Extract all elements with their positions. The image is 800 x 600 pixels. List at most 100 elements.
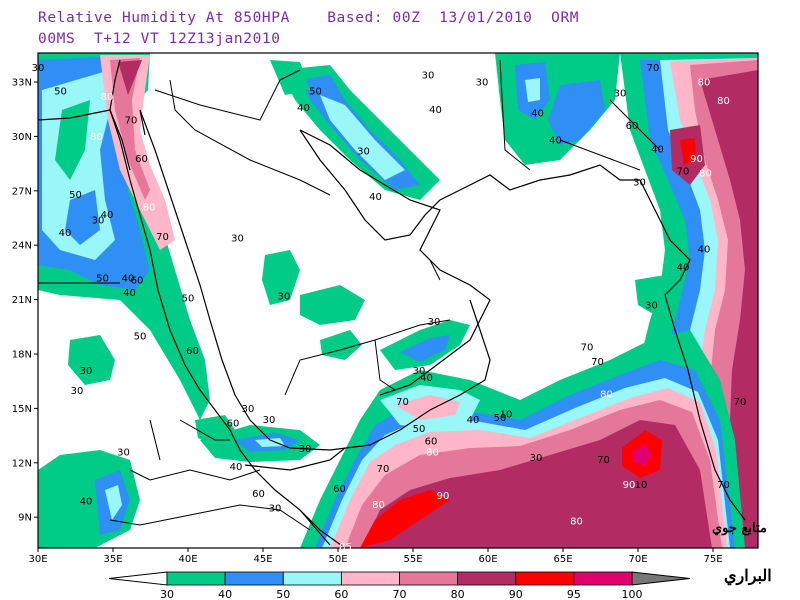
contour-label: 60 <box>252 489 265 500</box>
coastlines <box>38 59 746 548</box>
contour-label: 30 <box>645 301 658 312</box>
contour-label: 50 <box>69 190 82 201</box>
contour-label: 80 <box>90 132 103 143</box>
legend-swatch <box>282 571 342 586</box>
contour-label: 40 <box>80 496 93 507</box>
contour-label: 50 <box>182 293 195 304</box>
lon-label: 40E <box>178 554 197 565</box>
lat-label: 27N <box>12 186 32 197</box>
contour-label: 30 <box>92 215 105 226</box>
legend-swatch <box>515 571 575 586</box>
legend-arrow-low <box>108 571 168 586</box>
legend-label: 95 <box>567 588 581 600</box>
contour-label: 40 <box>59 228 72 239</box>
legend-label: 100 <box>622 588 643 600</box>
lon-label: 30E <box>28 554 47 565</box>
legend-label: 60 <box>334 588 348 600</box>
contour-label: 85 <box>339 542 352 553</box>
lat-label: 12N <box>12 458 32 469</box>
contour-label: 80 <box>698 78 711 89</box>
contour-label: 80 <box>372 500 385 511</box>
contour-label: 90 <box>623 480 636 491</box>
contour-label: 30 <box>614 89 627 100</box>
contour-label: 40 <box>230 462 243 473</box>
contour-label: 70 <box>156 232 169 243</box>
contour-label: 30 <box>32 63 45 74</box>
legend-label: 30 <box>160 588 174 600</box>
contour-label: 30 <box>428 317 441 328</box>
contour-label: 80 <box>426 448 439 459</box>
legend-swatch <box>224 571 284 586</box>
contour-label: 60 <box>227 419 240 430</box>
legend-swatch <box>166 571 226 586</box>
contour-label: 50 <box>134 331 147 342</box>
lat-label: 30N <box>12 132 32 143</box>
lon-label: 55E <box>403 554 422 565</box>
contour-label: 30 <box>263 415 276 426</box>
borders <box>38 59 661 531</box>
contour-label: 80 <box>570 516 583 527</box>
contour-label: 30 <box>80 366 93 377</box>
legend-label: 50 <box>276 588 290 600</box>
contour-label: 40 <box>122 273 135 284</box>
contour-label: 30 <box>476 78 489 89</box>
contour-label: 40 <box>297 103 310 114</box>
contour-label: 40 <box>101 210 114 221</box>
contour-label: 50 <box>413 424 426 435</box>
contour-label: 40 <box>420 373 433 384</box>
legend-arrow-high <box>631 571 691 586</box>
contour-label: 60 <box>333 484 346 495</box>
contour-label: 80 <box>600 390 613 401</box>
contour-label: 40 <box>429 105 442 116</box>
contour-label: 30 <box>242 404 255 415</box>
contour-label: 30 <box>413 366 426 377</box>
contour-label: 10 <box>635 480 648 491</box>
contour-label: 60 <box>186 346 199 357</box>
contour-label: 30 <box>530 453 543 464</box>
contour-label: 60 <box>131 275 144 286</box>
humidity-legend: 30 40 50 60 70 80 90 95 100 <box>108 571 691 600</box>
contour-label: 50 <box>54 87 67 98</box>
contour-label: 80 <box>699 168 712 179</box>
contour-label: 10 <box>500 409 513 420</box>
contour-label: 50 <box>494 413 507 424</box>
contour-label: 70 <box>597 455 610 466</box>
axis-ticks <box>34 81 714 552</box>
contour-label: 80 <box>143 203 156 214</box>
contour-label: 30 <box>278 292 291 303</box>
contour-label: 60 <box>135 154 148 165</box>
humidity-field <box>38 53 758 548</box>
contour-label: 80 <box>101 92 114 103</box>
contour-label: 30 <box>422 70 435 81</box>
contour-label: 30 <box>71 386 84 397</box>
contour-label: 50 <box>96 273 109 284</box>
lat-label: 21N <box>12 295 32 306</box>
latitude-labels: 33N 30N 27N 24N 21N 18N 15N 12N 9N <box>12 78 32 524</box>
legend-label: 40 <box>218 588 232 600</box>
lat-label: 15N <box>12 404 32 415</box>
contour-label: 40 <box>467 415 480 426</box>
longitude-labels: 30E 35E 40E 45E 50E 55E 60E 65E 70E 75E <box>28 554 722 565</box>
lon-label: 45E <box>253 554 272 565</box>
contour-label: 30 <box>299 444 312 455</box>
legend-swatch <box>573 571 633 586</box>
lon-label: 70E <box>628 554 647 565</box>
contour-label: 60 <box>626 121 639 132</box>
legend-label: 70 <box>393 588 407 600</box>
contour-label: 40 <box>651 145 664 156</box>
legend-swatch <box>399 571 459 586</box>
contour-label: 40 <box>531 108 544 119</box>
contour-label: 70 <box>396 397 409 408</box>
contour-label: 50 <box>309 87 322 98</box>
lat-label: 9N <box>18 513 32 524</box>
contour-label: 40 <box>369 192 382 203</box>
contour-label: 40 <box>123 288 136 299</box>
contour-label: 60 <box>425 437 438 448</box>
lon-label: 75E <box>703 554 722 565</box>
contour-label: 30 <box>357 147 370 158</box>
contour-label: 30 <box>269 504 282 515</box>
lon-label: 60E <box>478 554 497 565</box>
contour-label: 40 <box>677 263 690 274</box>
